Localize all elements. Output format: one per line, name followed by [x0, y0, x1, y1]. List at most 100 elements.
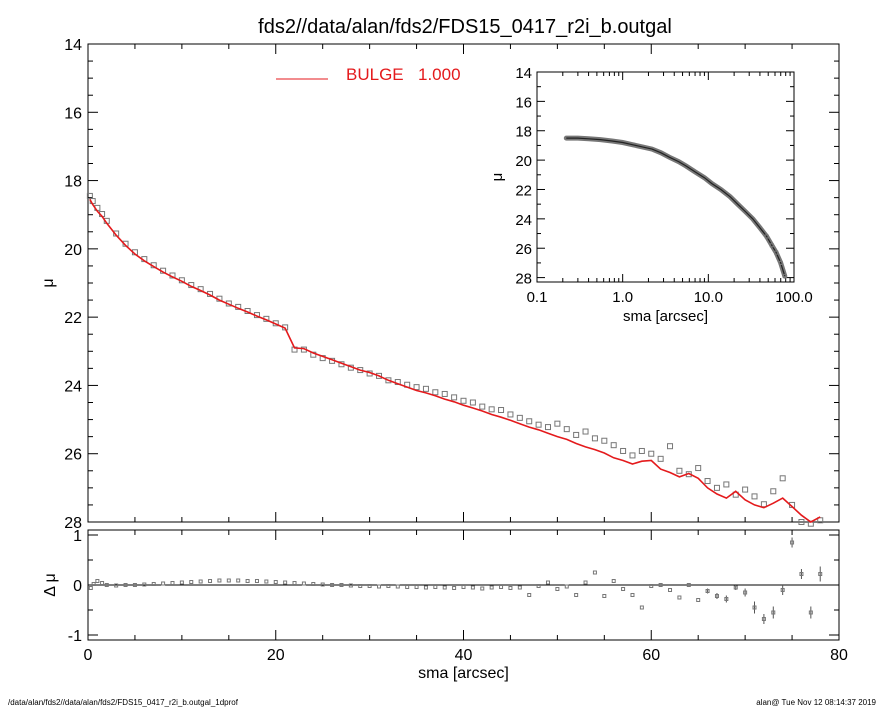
data-point — [667, 443, 674, 450]
y-tick-label: 28 — [515, 271, 532, 288]
y-tick-label: 22 — [64, 310, 82, 327]
data-point — [413, 384, 420, 391]
data-point — [441, 390, 448, 397]
y-tick-label: 28 — [64, 515, 82, 532]
data-point — [142, 582, 147, 587]
data-point — [639, 605, 644, 610]
data-point — [469, 399, 476, 406]
data-point — [774, 250, 779, 255]
data-point — [544, 424, 551, 431]
data-point — [217, 578, 222, 583]
y-axis-label: μ — [489, 173, 506, 182]
data-point — [311, 582, 316, 586]
data-point — [752, 605, 757, 610]
data-point — [779, 475, 786, 482]
data-point — [264, 579, 269, 584]
x-tick-label: 80 — [830, 647, 848, 664]
data-point — [367, 584, 372, 588]
data-point — [564, 584, 569, 589]
data-point — [283, 580, 288, 585]
data-point — [385, 377, 392, 384]
data-point — [621, 587, 626, 591]
data-point — [629, 452, 636, 459]
data-point — [386, 584, 391, 588]
y-tick-label: 16 — [515, 94, 532, 111]
data-point — [423, 585, 428, 590]
x-tick-label: 0.1 — [527, 289, 548, 306]
data-point — [677, 595, 682, 600]
y-tick-label: 24 — [64, 378, 82, 395]
data-point — [582, 428, 589, 435]
data-point — [780, 588, 785, 592]
data-point — [705, 589, 710, 593]
x-axis-label: sma [arcsec] — [623, 308, 708, 325]
data-point — [358, 584, 363, 588]
data-point — [696, 598, 701, 602]
data-point — [479, 403, 486, 410]
data-point — [527, 593, 532, 597]
data-point — [395, 584, 400, 589]
inset-profile-line — [566, 137, 786, 277]
data-point — [668, 588, 673, 592]
data-point — [602, 594, 607, 598]
x-tick-label: 10.0 — [694, 289, 723, 306]
data-point — [798, 519, 805, 525]
data-point — [592, 570, 597, 575]
data-point — [198, 579, 203, 584]
data-point — [95, 579, 100, 583]
data-point — [761, 617, 766, 621]
data-point — [91, 582, 96, 586]
data-point — [695, 465, 702, 472]
inset-background — [537, 72, 794, 282]
data-point — [498, 407, 505, 414]
y-tick-label: 0 — [73, 578, 82, 595]
data-point — [713, 484, 720, 491]
data-point — [348, 583, 353, 588]
data-point — [151, 582, 156, 586]
data-point — [714, 594, 719, 598]
data-point — [742, 486, 749, 493]
data-point — [778, 260, 783, 265]
x-axis-label: sma [arcsec] — [418, 665, 509, 682]
y-axis-label: Δ μ — [42, 573, 59, 596]
data-point — [517, 585, 522, 590]
data-point — [489, 585, 494, 590]
data-point — [414, 585, 419, 589]
data-point — [377, 584, 382, 589]
data-point — [508, 586, 513, 590]
data-point — [100, 581, 105, 585]
data-point — [724, 597, 729, 601]
data-point — [563, 426, 570, 433]
data-point — [808, 610, 813, 615]
data-point — [208, 579, 213, 583]
data-point — [620, 447, 627, 454]
data-point — [536, 584, 541, 588]
data-point — [516, 414, 523, 421]
data-point — [245, 579, 250, 583]
data-point — [573, 431, 580, 438]
data-point — [442, 585, 447, 590]
data-point — [818, 572, 823, 576]
data-point — [648, 450, 655, 457]
legend-label: BULGE — [346, 65, 404, 84]
data-point — [799, 572, 804, 576]
data-point — [273, 580, 278, 584]
data-point — [339, 583, 344, 587]
data-point — [686, 583, 691, 587]
data-point — [790, 540, 795, 545]
inset-plot-frame — [536, 71, 795, 283]
data-point — [422, 385, 429, 392]
data-point — [526, 418, 533, 425]
data-point — [782, 274, 787, 279]
y-tick-label: 20 — [515, 153, 532, 170]
data-point — [723, 481, 730, 488]
data-point — [330, 583, 335, 587]
data-point — [451, 394, 458, 401]
data-point — [554, 420, 561, 427]
data-point — [405, 585, 410, 589]
data-point — [226, 578, 231, 583]
data-point — [461, 585, 466, 589]
y-tick-label: 22 — [515, 182, 532, 199]
